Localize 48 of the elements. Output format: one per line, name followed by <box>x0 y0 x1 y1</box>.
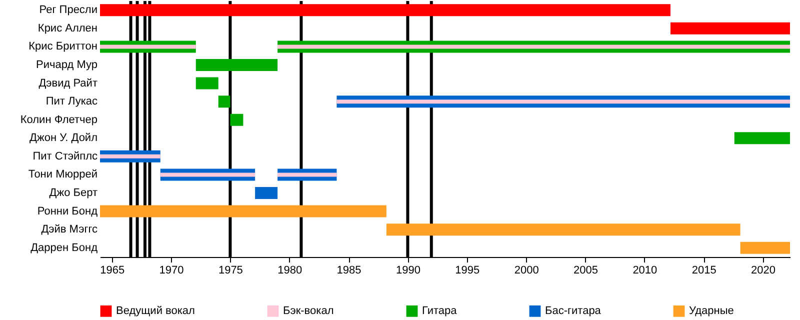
bar <box>100 4 670 16</box>
bar <box>218 96 230 108</box>
y-tick-label: Джон У. Дойл <box>30 132 98 144</box>
y-tick-label: Крис Аллен <box>38 22 98 34</box>
bar <box>160 172 256 177</box>
x-tick-label: 2000 <box>514 264 539 276</box>
bar <box>734 132 790 144</box>
bar <box>196 59 278 71</box>
bar <box>100 205 386 218</box>
legend-label: Гитара <box>422 305 458 318</box>
y-tick-label: Тони Мюррей <box>28 168 98 181</box>
bar <box>386 224 740 236</box>
y-tick-label: Крис Бриттон <box>28 40 98 53</box>
y-tick-label: Ронни Бонд <box>37 205 98 218</box>
x-tick-label: 1985 <box>336 264 362 276</box>
bar <box>230 114 244 126</box>
legend-label: Бас-гитара <box>545 305 602 318</box>
x-tick-label: 1975 <box>218 264 243 276</box>
x-tick-label: 1965 <box>100 264 125 276</box>
y-tick-label: Пит Стэйплс <box>32 150 98 162</box>
bar <box>196 77 218 90</box>
x-tick-label: 1995 <box>455 264 480 276</box>
x-tick-label: 1970 <box>159 264 184 276</box>
bar <box>100 44 196 49</box>
bar <box>278 172 337 177</box>
x-tick-label: 2020 <box>751 264 776 276</box>
x-tick-label: 1990 <box>396 264 420 276</box>
bar <box>278 44 790 49</box>
y-tick-label: Даррен Бонд <box>30 242 98 254</box>
x-tick-label: 2010 <box>632 264 658 276</box>
legend-label: Ударные <box>689 305 734 318</box>
bar <box>255 187 278 199</box>
y-tick-label: Пит Лукас <box>46 96 98 108</box>
bar <box>670 22 790 34</box>
y-tick-label: Дэвид Райт <box>38 77 98 90</box>
x-tick-label: 1980 <box>278 264 302 276</box>
legend-label: Бэк-вокал <box>283 305 334 318</box>
y-tick-label: Рег Пресли <box>39 4 98 16</box>
legend-label: Ведущий вокал <box>116 305 195 318</box>
x-tick-label: 2005 <box>574 264 598 276</box>
y-tick-label: Колин Флетчер <box>20 114 98 126</box>
y-tick-label: Джо Берт <box>49 187 98 199</box>
x-tick-label: 2015 <box>692 264 716 276</box>
bar <box>740 242 790 254</box>
y-tick-label: Ричард Мур <box>36 59 98 71</box>
bar <box>336 100 790 104</box>
bar <box>100 154 160 158</box>
y-tick-label: Дэйв Мэггс <box>41 224 98 236</box>
